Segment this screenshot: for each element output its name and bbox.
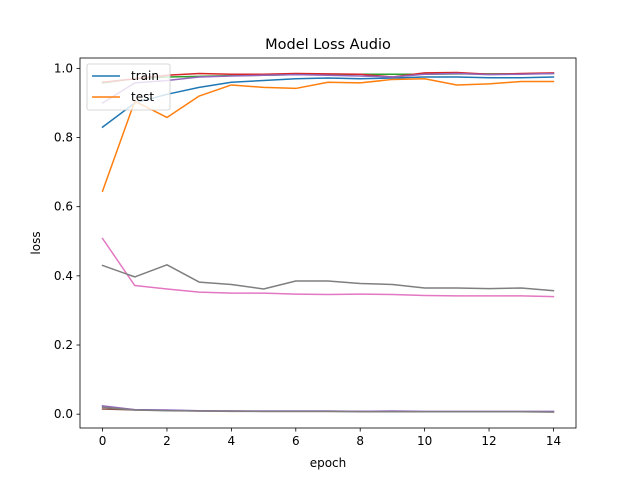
x-tick-label: 2 bbox=[163, 434, 171, 448]
x-tick-label: 8 bbox=[356, 434, 364, 448]
x-tick-label: 12 bbox=[481, 434, 496, 448]
y-axis-label: loss bbox=[29, 231, 43, 254]
x-tick-label: 4 bbox=[228, 434, 236, 448]
x-axis-label: epoch bbox=[310, 456, 347, 470]
x-axis: 0 2 4 6 8 10 12 14 bbox=[99, 428, 561, 448]
series-layer bbox=[101, 71, 555, 413]
series-line-6 bbox=[101, 237, 555, 298]
series-line-4 bbox=[101, 72, 555, 104]
series-line-9 bbox=[101, 406, 555, 413]
series-line-7 bbox=[101, 264, 555, 292]
plot-frame bbox=[79, 57, 577, 429]
y-axis: 0.0 0.2 0.4 0.6 0.8 1.0 bbox=[54, 61, 80, 421]
y-tick-label: 0.6 bbox=[54, 200, 73, 214]
legend-label-train: train bbox=[131, 69, 159, 83]
x-tick-label: 6 bbox=[292, 434, 300, 448]
chart-title: Model Loss Audio bbox=[265, 37, 391, 53]
legend: train test bbox=[86, 63, 171, 111]
x-tick-label: 10 bbox=[417, 434, 432, 448]
series-line-0 bbox=[101, 76, 555, 129]
y-tick-label: 0.4 bbox=[54, 269, 73, 283]
y-tick-label: 0.2 bbox=[54, 338, 73, 352]
legend-label-test: test bbox=[131, 90, 154, 104]
y-tick-label: 1.0 bbox=[54, 61, 73, 75]
y-tick-label: 0.0 bbox=[54, 407, 73, 421]
x-tick-label: 0 bbox=[99, 434, 107, 448]
series-line-1 bbox=[101, 78, 555, 193]
y-tick-label: 0.8 bbox=[54, 131, 73, 145]
x-tick-label: 14 bbox=[546, 434, 561, 448]
